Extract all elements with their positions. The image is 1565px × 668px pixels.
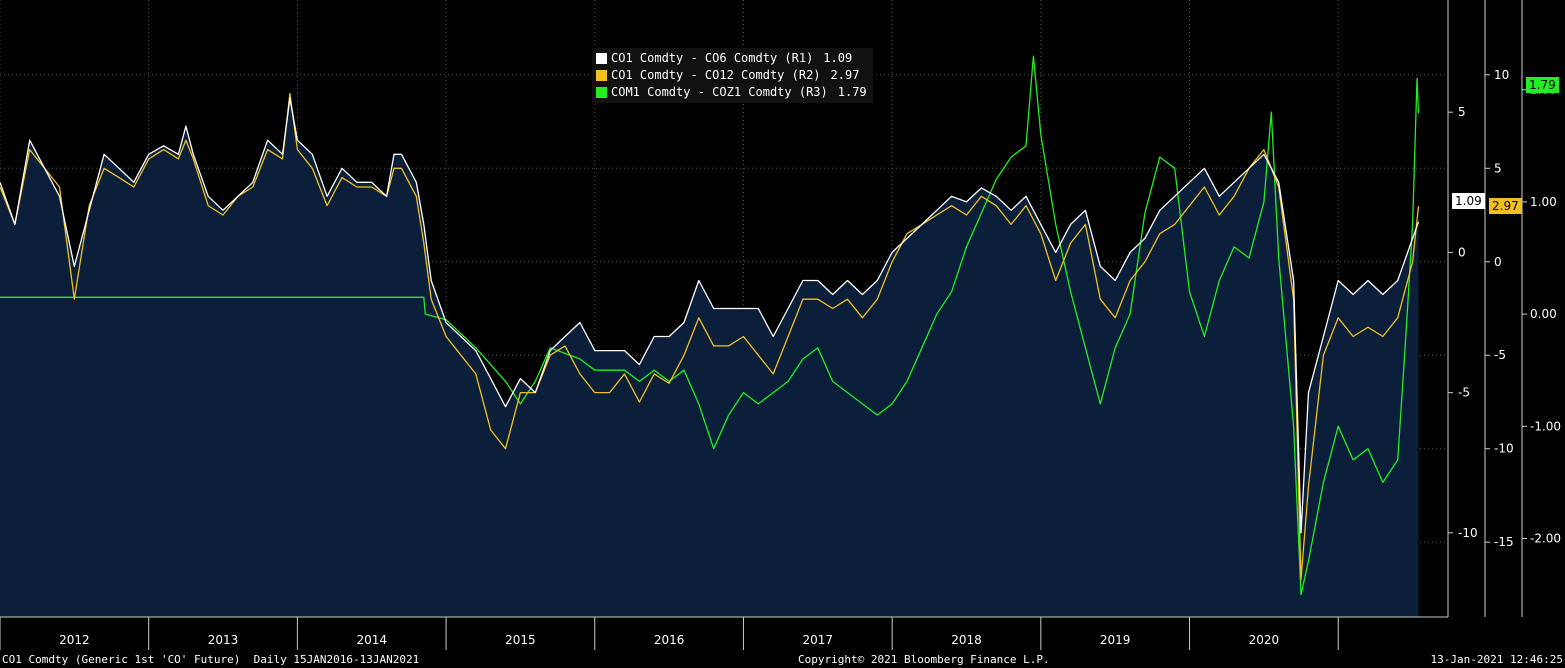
x-tick-label: 2013	[208, 633, 239, 647]
x-tick-label: 2015	[505, 633, 536, 647]
legend-value-r3: 1.79	[837, 85, 867, 99]
x-tick-label: 2012	[59, 633, 90, 647]
last-value-tag-r3: 1.79	[1526, 77, 1559, 93]
series-line-r1	[0, 97, 1420, 534]
x-tick-label: 2020	[1249, 633, 1280, 647]
legend: CO1 Comdty - CO6 Comdty (R1) 1.09 CO1 Co…	[592, 48, 873, 103]
legend-label-r1: CO1 Comdty - CO6 Comdty (R1)	[611, 51, 814, 65]
last-value-tag-r1: 1.09	[1452, 193, 1485, 209]
footer: CO1 Comdty (Generic 1st 'CO' Future) Dai…	[0, 652, 1565, 668]
legend-item-r3: COM1 Comdty - COZ1 Comdty (R3) 1.79	[596, 84, 867, 101]
last-value-tag-r2: 2.97	[1489, 198, 1522, 214]
axis-r2-tick-label: 0	[1494, 255, 1502, 269]
legend-value-r1: 1.09	[823, 51, 853, 65]
x-tick-label: 2014	[356, 633, 387, 647]
legend-value-r2: 2.97	[830, 68, 860, 82]
axis-r3-tick-label: 0.00	[1530, 307, 1557, 321]
axis-r2-tick-label: -5	[1494, 348, 1506, 362]
x-tick-label: 2016	[654, 633, 685, 647]
legend-swatch-r1	[596, 53, 607, 64]
axis-r3-tick-label: 1.00	[1530, 195, 1557, 209]
series-line-r3	[0, 55, 1420, 596]
legend-item-r1: CO1 Comdty - CO6 Comdty (R1) 1.09	[596, 50, 867, 67]
axis-r2-tick-label: -15	[1494, 535, 1514, 549]
axes: -10-505-15-10-505102.001.000.00-1.00-2.0…	[1448, 68, 1561, 549]
x-tick-label: 2018	[951, 633, 982, 647]
legend-item-r2: CO1 Comdty - CO12 Comdty (R2) 2.97	[596, 67, 867, 84]
x-axis-ticks: 2012 2013 2014 2015 2016 2017 2018 2019 2020	[0, 617, 1339, 650]
footer-security-info: CO1 Comdty (Generic 1st 'CO' Future) Dai…	[2, 653, 420, 666]
series-lines	[0, 55, 1420, 596]
axis-r1-tick-label: 5	[1458, 105, 1466, 119]
axis-r3-tick-label: -1.00	[1530, 419, 1561, 433]
legend-swatch-r2	[596, 70, 607, 81]
axis-r2-tick-label: 5	[1494, 161, 1502, 175]
axis-r1-tick-label: -10	[1458, 526, 1478, 540]
footer-timestamp: 13-Jan-2021 12:46:25	[1430, 653, 1563, 666]
series-r1-area	[0, 98, 1419, 617]
x-tick-label: 2017	[803, 633, 834, 647]
legend-swatch-r3	[596, 87, 607, 98]
legend-label-r2: CO1 Comdty - CO12 Comdty (R2)	[611, 68, 821, 82]
axis-r1-tick-label: 0	[1458, 245, 1466, 259]
legend-label-r3: COM1 Comdty - COZ1 Comdty (R3)	[611, 85, 828, 99]
axis-r2-tick-label: -10	[1494, 442, 1514, 456]
axis-r2-tick-label: 10	[1494, 68, 1509, 82]
footer-copyright: Copyright© 2021 Bloomberg Finance L.P.	[798, 653, 1050, 666]
axis-r3-tick-label: -2.00	[1530, 531, 1561, 545]
axis-r1-tick-label: -5	[1458, 386, 1470, 400]
x-tick-label: 2019	[1100, 633, 1131, 647]
